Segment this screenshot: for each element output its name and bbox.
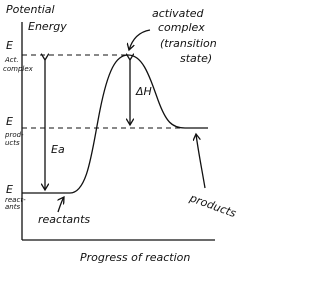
reactants-label: reactants <box>38 213 90 226</box>
activated-complex-pointer <box>129 29 151 50</box>
ea-label: Ea <box>51 143 65 156</box>
level-label: ants <box>5 203 20 211</box>
annotation: state) <box>180 52 212 65</box>
annotation: activated <box>152 7 204 20</box>
products-pointer <box>196 134 206 189</box>
annotation: (transition <box>160 37 217 50</box>
level-symbol: E <box>6 115 13 128</box>
energy-curve <box>22 54 208 194</box>
y-label: Energy <box>28 20 67 33</box>
level-label: Act. <box>4 56 19 64</box>
delta-h-label: ΔH <box>135 85 152 98</box>
energy-diagram: Potential Energy E Act. complex E prod- … <box>3 3 238 264</box>
y-label: Potential <box>6 3 55 16</box>
reactants-pointer <box>58 197 64 213</box>
products-label: products <box>187 191 238 220</box>
level-label: complex <box>3 65 34 73</box>
annotation: complex <box>158 21 205 34</box>
level-symbol: E <box>6 39 13 52</box>
x-label: Progress of reaction <box>80 251 190 264</box>
level-label: react- <box>5 196 26 204</box>
level-label: prod- <box>4 131 24 139</box>
level-symbol: E <box>6 183 13 196</box>
level-label: ucts <box>5 139 20 147</box>
